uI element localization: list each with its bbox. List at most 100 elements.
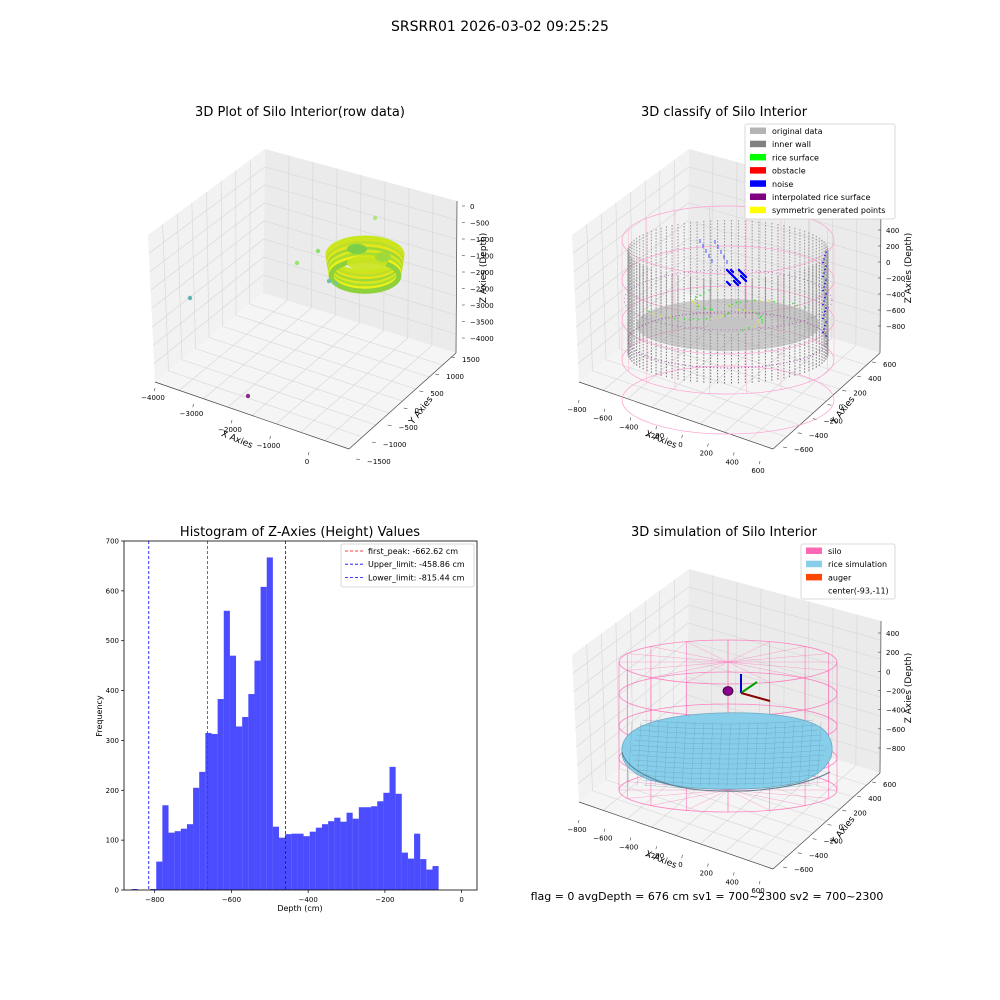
noise-point [822, 317, 824, 320]
interpolated-ring [627, 311, 829, 369]
grid-line [324, 345, 433, 441]
noise-point [720, 252, 722, 254]
y-tick-label: 700 [106, 538, 119, 546]
classify-y-tick-mark [797, 432, 802, 434]
legend-label: rice surface [772, 153, 819, 162]
rice-surface-point [697, 305, 700, 308]
simulation-x-tick: −200 [645, 852, 664, 860]
histogram-bar [420, 859, 427, 890]
noise-point [825, 265, 827, 267]
raw-y-tick-mark [403, 407, 408, 409]
legend-label: inner wall [772, 140, 811, 149]
grid-line [222, 326, 416, 390]
silo-roof-spoke [627, 653, 729, 663]
raw-y-tick-mark [371, 441, 376, 443]
grid-line [206, 191, 210, 338]
raw-y-tick: 1000 [446, 373, 464, 381]
x-tick-label: −600 [222, 896, 241, 904]
rice-surface-point [697, 318, 700, 321]
outlier-point [333, 280, 339, 286]
rice-mesh-line [798, 721, 804, 787]
legend-label: original data [772, 127, 823, 136]
noise-point [824, 310, 826, 313]
rice-mesh-line [627, 721, 633, 787]
rice-surface-body [621, 712, 833, 790]
histogram-x-ticks: −800 −600 −400 −200 0 [145, 890, 464, 904]
noise-point [699, 241, 701, 243]
classify-plot-title: 3D classify of Silo Interior [641, 105, 808, 120]
rice-surface-point [705, 317, 708, 320]
rice-surface-point [735, 301, 738, 304]
classify-x-tick-mark [655, 426, 657, 430]
legend-label: noise [772, 180, 793, 189]
noise-point [744, 279, 748, 283]
raw-z-axis-label: Z Axies (Depth) [479, 233, 489, 304]
rice-surface-point [659, 314, 662, 317]
outlier-point [315, 248, 321, 254]
grid-line [687, 658, 881, 717]
rice-surface-point [753, 299, 756, 302]
histogram-bar [371, 806, 378, 890]
rice-surface-point [704, 308, 707, 310]
rice-surface-point [728, 305, 731, 307]
legend-label: center(-93,-11) [828, 587, 889, 596]
raw-3d-plot: 3D Plot of Silo Interior(row data) −4000… [141, 105, 494, 466]
rice-surface-point [724, 314, 727, 317]
raw-z-tick: −1500 [470, 253, 494, 261]
classify-z-axis-label: Z Axies (Depth) [904, 233, 914, 304]
noise-point [711, 259, 713, 261]
grid-line [673, 579, 675, 725]
legend-swatch [750, 206, 766, 214]
rice-patch [347, 244, 367, 254]
classify-y-tick-mark [842, 390, 847, 392]
rice-surface-point [742, 309, 744, 311]
rice-surface-point [768, 299, 770, 302]
histogram-y-ticks: 0 100 200 300 400 500 600 700 [106, 538, 124, 895]
simulation-x-tick-mark [759, 880, 761, 885]
legend-swatch [750, 153, 766, 161]
simulation-x-ticks: −800 −600 −400 −200 0 200 400 600 [567, 819, 765, 895]
grid-line [263, 274, 457, 335]
grid-line [208, 337, 403, 402]
raw-y-tick: −1500 [367, 458, 391, 466]
legend-label: Upper_limit: -458.86 cm [368, 560, 465, 569]
noise-point [822, 289, 824, 292]
rice-mesh-line [637, 729, 819, 735]
histogram-bar [180, 828, 187, 890]
grid-line [153, 274, 264, 364]
raw-x-tick-mark [269, 435, 271, 440]
outlier-point [187, 295, 193, 301]
simulation-y-tick: −400 [809, 852, 828, 860]
noise-point [711, 261, 713, 263]
auger-marker [722, 674, 771, 702]
rice-surface-point [703, 291, 705, 294]
simulation-y-tick: −200 [824, 838, 843, 846]
histogram-bar [272, 826, 280, 890]
rice-mesh-line [699, 721, 705, 787]
histogram-bar [131, 889, 138, 890]
classify-x-tick: −400 [619, 423, 638, 431]
histogram-bar [407, 858, 415, 890]
noise-point [717, 245, 719, 247]
legend-swatch [750, 127, 766, 134]
rice-surface-point [694, 298, 697, 301]
raw-y-tick-mark [387, 424, 392, 426]
noise-point [714, 242, 716, 244]
y-tick-label: 200 [106, 787, 119, 795]
histogram-bar [254, 660, 261, 890]
noise-point [824, 296, 826, 299]
noise-point [702, 244, 704, 246]
silo-roof-spoke [727, 661, 829, 671]
rice-surface-point [674, 317, 676, 320]
classify-z-tick: 0 [886, 259, 890, 267]
raw-point-cloud [187, 215, 405, 399]
noise-point [720, 250, 722, 252]
classify-y-tick: 600 [883, 361, 896, 369]
raw-z-tick: −2500 [470, 286, 494, 294]
noise-point [825, 251, 827, 253]
rice-surface-point [757, 323, 759, 325]
raw-z-tick: −4000 [470, 335, 494, 343]
simulation-3d-plot: 3D simulation of Silo Interior −800−600−… [567, 525, 914, 895]
classify-x-tick: −600 [593, 415, 612, 423]
legend-label: symmetric generated points [772, 206, 885, 215]
